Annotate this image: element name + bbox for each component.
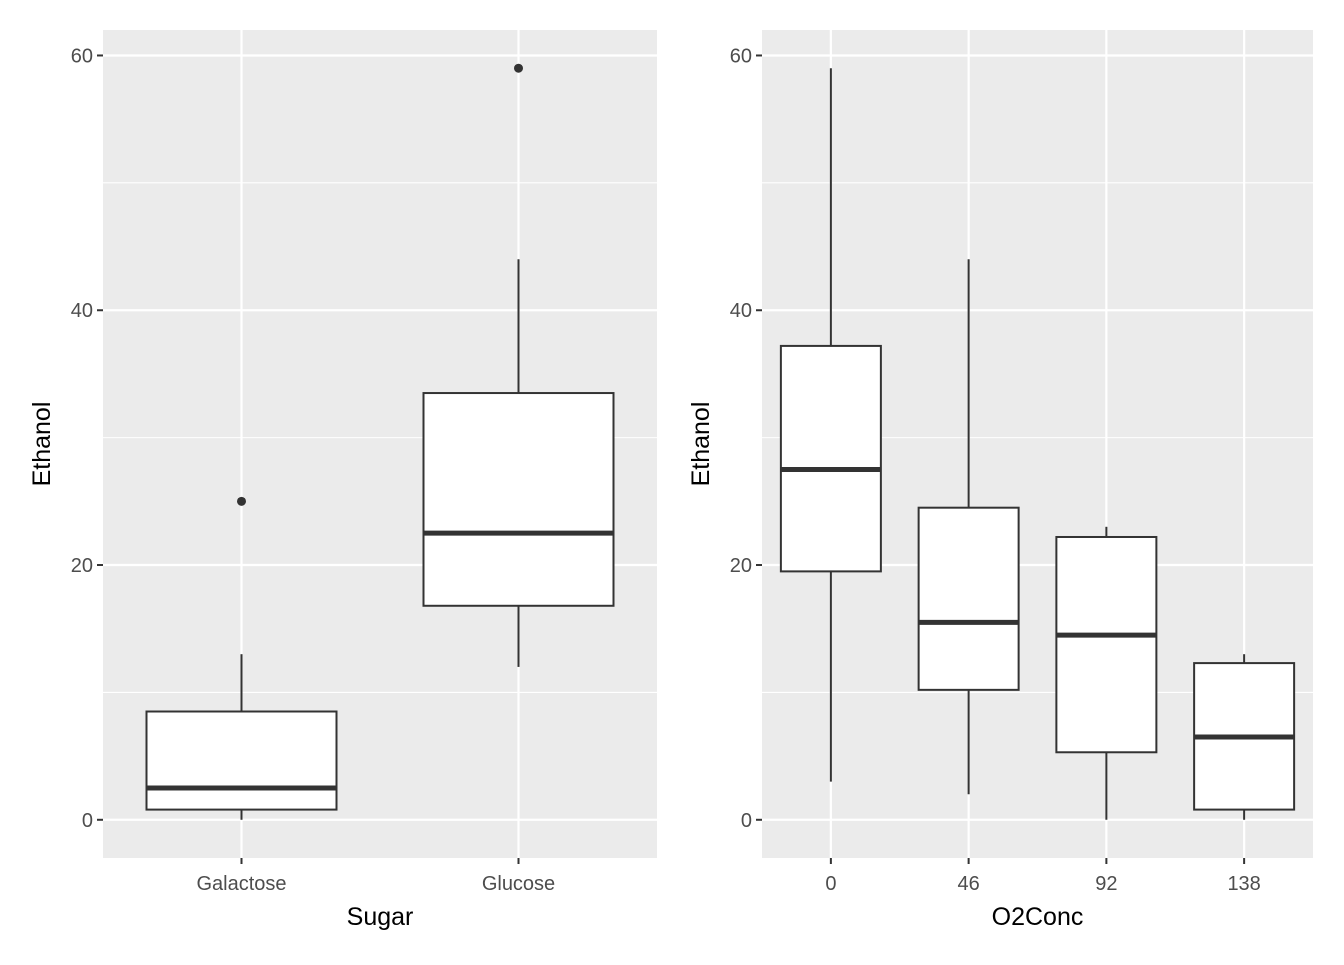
o2conc-y-tick-label: 60 <box>730 45 752 67</box>
sugar-y-tick-label: 40 <box>71 300 93 322</box>
o2conc-x-tick-label-46: 46 <box>958 873 980 895</box>
o2conc-y-axis-title: Ethanol <box>687 402 715 487</box>
o2conc-x-tick-label-0: 0 <box>825 873 836 895</box>
o2conc-box-92 <box>1055 526 1158 820</box>
sugar-box-glucose <box>422 63 615 667</box>
outlier-point <box>514 63 523 73</box>
sugar-x-axis-title: Sugar <box>347 903 414 931</box>
sugar-x-tick-label-galactose: Galactose <box>196 873 286 895</box>
box-body <box>1055 535 1158 754</box>
sugar-x-tick-label-glucose: Glucose <box>482 873 555 895</box>
o2conc-y-tick-label: 40 <box>730 300 752 322</box>
sugar-y-tick-label: 0 <box>82 810 93 832</box>
outlier-point <box>237 496 246 506</box>
o2conc-x-axis-title: O2Conc <box>992 903 1084 931</box>
o2conc-y-tick-label: 0 <box>741 810 752 832</box>
o2conc-box-138 <box>1193 654 1296 820</box>
sugar-y-axis-title: Ethanol <box>28 402 56 487</box>
o2conc-x-tick-label-92: 92 <box>1095 873 1117 895</box>
o2conc-boxplot-panel: 0 20 40 60 0 46 92 138 O2Conc Ethanol <box>687 30 1313 931</box>
box-body <box>779 344 882 573</box>
sugar-y-tick-label: 60 <box>71 45 93 67</box>
o2conc-x-tick-label-138: 138 <box>1227 873 1260 895</box>
o2conc-box-0 <box>779 68 882 782</box>
box-body <box>422 392 615 607</box>
sugar-boxplot-panel: 0 20 40 60 Galactose Glucose Sugar Ethanol <box>28 30 657 931</box>
sugar-box-galactose <box>145 496 338 820</box>
box-body <box>145 710 338 811</box>
o2conc-y-tick-label: 20 <box>730 555 752 577</box>
sugar-y-tick-label: 20 <box>71 555 93 577</box>
box-body <box>917 506 1020 691</box>
o2conc-box-46 <box>917 259 1020 795</box>
